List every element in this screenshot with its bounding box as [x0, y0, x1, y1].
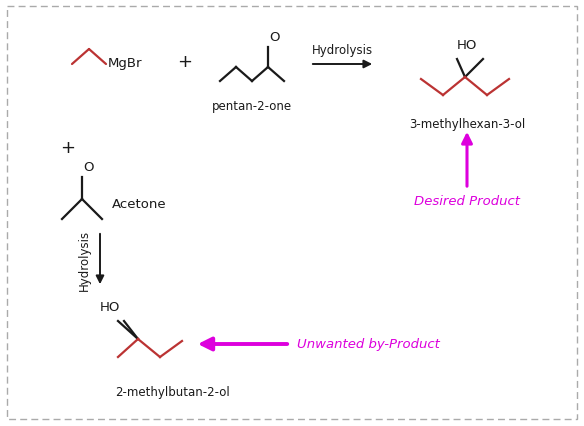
Text: HO: HO: [457, 39, 477, 52]
Text: Desired Product: Desired Product: [414, 195, 520, 207]
Text: O: O: [269, 31, 280, 44]
Text: pentan-2-one: pentan-2-one: [212, 100, 292, 113]
Text: HO: HO: [100, 300, 120, 313]
Text: +: +: [178, 53, 193, 71]
Text: Unwanted by-Product: Unwanted by-Product: [297, 338, 440, 351]
Text: 3-methylhexan-3-ol: 3-methylhexan-3-ol: [409, 118, 525, 131]
Text: MgBr: MgBr: [108, 58, 142, 70]
Text: O: O: [83, 161, 93, 173]
Text: +: +: [61, 139, 75, 157]
Text: Hydrolysis: Hydrolysis: [78, 229, 91, 290]
Text: 2-methylbutan-2-ol: 2-methylbutan-2-ol: [115, 385, 230, 398]
Text: Acetone: Acetone: [112, 198, 166, 211]
Text: Hydrolysis: Hydrolysis: [311, 44, 373, 57]
